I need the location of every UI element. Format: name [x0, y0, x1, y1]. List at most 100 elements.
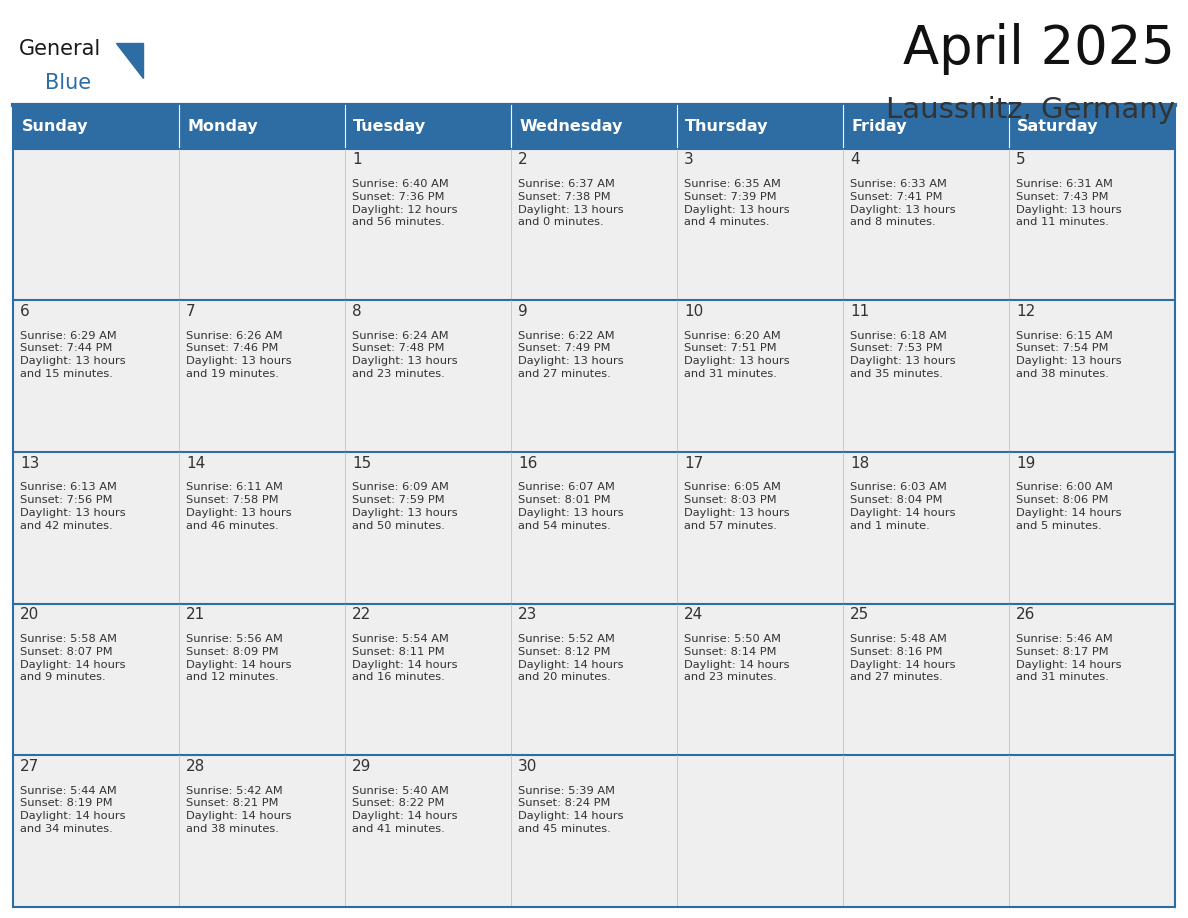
Bar	[511, 452, 677, 604]
Text: Sunday: Sunday	[21, 119, 88, 134]
Bar	[13, 452, 179, 604]
Text: Sunrise: 6:20 AM
Sunset: 7:51 PM
Daylight: 13 hours
and 31 minutes.: Sunrise: 6:20 AM Sunset: 7:51 PM Dayligh…	[684, 330, 790, 379]
Bar	[179, 105, 345, 149]
Bar	[677, 300, 843, 452]
Bar	[179, 149, 345, 300]
Text: Sunrise: 6:03 AM
Sunset: 8:04 PM
Daylight: 14 hours
and 1 minute.: Sunrise: 6:03 AM Sunset: 8:04 PM Dayligh…	[851, 482, 955, 531]
Text: 21: 21	[187, 608, 206, 622]
Bar	[843, 300, 1009, 452]
Text: 7: 7	[187, 304, 196, 319]
Text: 11: 11	[851, 304, 870, 319]
Bar	[179, 604, 345, 756]
Text: Sunrise: 6:40 AM
Sunset: 7:36 PM
Daylight: 12 hours
and 56 minutes.: Sunrise: 6:40 AM Sunset: 7:36 PM Dayligh…	[352, 179, 457, 228]
Bar	[1009, 300, 1175, 452]
Bar	[345, 149, 511, 300]
Text: 13: 13	[20, 455, 39, 471]
Text: Sunrise: 6:07 AM
Sunset: 8:01 PM
Daylight: 13 hours
and 54 minutes.: Sunrise: 6:07 AM Sunset: 8:01 PM Dayligh…	[518, 482, 624, 531]
Bar	[843, 452, 1009, 604]
Text: Tuesday: Tuesday	[353, 119, 426, 134]
Text: 14: 14	[187, 455, 206, 471]
Text: 16: 16	[518, 455, 537, 471]
Text: Blue: Blue	[45, 73, 91, 94]
Bar	[1009, 452, 1175, 604]
Bar	[1009, 105, 1175, 149]
Text: Sunrise: 5:42 AM
Sunset: 8:21 PM
Daylight: 14 hours
and 38 minutes.: Sunrise: 5:42 AM Sunset: 8:21 PM Dayligh…	[187, 786, 292, 834]
Bar	[179, 756, 345, 907]
Text: Sunrise: 5:40 AM
Sunset: 8:22 PM
Daylight: 14 hours
and 41 minutes.: Sunrise: 5:40 AM Sunset: 8:22 PM Dayligh…	[352, 786, 457, 834]
Text: Sunrise: 5:50 AM
Sunset: 8:14 PM
Daylight: 14 hours
and 23 minutes.: Sunrise: 5:50 AM Sunset: 8:14 PM Dayligh…	[684, 634, 790, 682]
Text: 2: 2	[518, 152, 527, 167]
Text: 19: 19	[1016, 455, 1036, 471]
Text: Laussnitz, Germany: Laussnitz, Germany	[886, 96, 1175, 125]
Text: 10: 10	[684, 304, 703, 319]
Text: 4: 4	[851, 152, 860, 167]
Bar	[13, 300, 179, 452]
Bar	[345, 756, 511, 907]
Bar	[179, 452, 345, 604]
Text: Sunrise: 6:37 AM
Sunset: 7:38 PM
Daylight: 13 hours
and 0 minutes.: Sunrise: 6:37 AM Sunset: 7:38 PM Dayligh…	[518, 179, 624, 228]
Text: Sunrise: 6:24 AM
Sunset: 7:48 PM
Daylight: 13 hours
and 23 minutes.: Sunrise: 6:24 AM Sunset: 7:48 PM Dayligh…	[352, 330, 457, 379]
Text: 9: 9	[518, 304, 527, 319]
Text: Sunrise: 6:33 AM
Sunset: 7:41 PM
Daylight: 13 hours
and 8 minutes.: Sunrise: 6:33 AM Sunset: 7:41 PM Dayligh…	[851, 179, 955, 228]
Bar	[511, 604, 677, 756]
Text: Sunrise: 5:39 AM
Sunset: 8:24 PM
Daylight: 14 hours
and 45 minutes.: Sunrise: 5:39 AM Sunset: 8:24 PM Dayligh…	[518, 786, 624, 834]
Bar	[13, 604, 179, 756]
Bar	[345, 300, 511, 452]
Text: Wednesday: Wednesday	[519, 119, 623, 134]
Text: April 2025: April 2025	[903, 23, 1175, 75]
Text: 23: 23	[518, 608, 537, 622]
Text: Sunrise: 6:15 AM
Sunset: 7:54 PM
Daylight: 13 hours
and 38 minutes.: Sunrise: 6:15 AM Sunset: 7:54 PM Dayligh…	[1016, 330, 1121, 379]
Polygon shape	[116, 43, 143, 78]
Text: Sunrise: 5:54 AM
Sunset: 8:11 PM
Daylight: 14 hours
and 16 minutes.: Sunrise: 5:54 AM Sunset: 8:11 PM Dayligh…	[352, 634, 457, 682]
Text: 30: 30	[518, 759, 537, 774]
Text: Sunrise: 6:26 AM
Sunset: 7:46 PM
Daylight: 13 hours
and 19 minutes.: Sunrise: 6:26 AM Sunset: 7:46 PM Dayligh…	[187, 330, 292, 379]
Text: 18: 18	[851, 455, 870, 471]
Bar	[511, 300, 677, 452]
Text: 5: 5	[1016, 152, 1025, 167]
Text: 25: 25	[851, 608, 870, 622]
Text: Friday: Friday	[852, 119, 906, 134]
Text: 28: 28	[187, 759, 206, 774]
Text: Sunrise: 5:56 AM
Sunset: 8:09 PM
Daylight: 14 hours
and 12 minutes.: Sunrise: 5:56 AM Sunset: 8:09 PM Dayligh…	[187, 634, 292, 682]
Text: Sunrise: 6:11 AM
Sunset: 7:58 PM
Daylight: 13 hours
and 46 minutes.: Sunrise: 6:11 AM Sunset: 7:58 PM Dayligh…	[187, 482, 292, 531]
Text: Sunrise: 5:48 AM
Sunset: 8:16 PM
Daylight: 14 hours
and 27 minutes.: Sunrise: 5:48 AM Sunset: 8:16 PM Dayligh…	[851, 634, 955, 682]
Text: Sunrise: 6:09 AM
Sunset: 7:59 PM
Daylight: 13 hours
and 50 minutes.: Sunrise: 6:09 AM Sunset: 7:59 PM Dayligh…	[352, 482, 457, 531]
Bar	[13, 149, 179, 300]
Text: Sunrise: 6:05 AM
Sunset: 8:03 PM
Daylight: 13 hours
and 57 minutes.: Sunrise: 6:05 AM Sunset: 8:03 PM Dayligh…	[684, 482, 790, 531]
Bar	[1009, 756, 1175, 907]
Text: 17: 17	[684, 455, 703, 471]
Text: 22: 22	[352, 608, 372, 622]
Bar	[677, 149, 843, 300]
Text: Sunrise: 6:22 AM
Sunset: 7:49 PM
Daylight: 13 hours
and 27 minutes.: Sunrise: 6:22 AM Sunset: 7:49 PM Dayligh…	[518, 330, 624, 379]
Bar	[1009, 149, 1175, 300]
Bar	[13, 105, 179, 149]
Text: 6: 6	[20, 304, 30, 319]
Text: 29: 29	[352, 759, 372, 774]
Bar	[843, 604, 1009, 756]
Bar	[843, 149, 1009, 300]
Bar	[13, 756, 179, 907]
Bar	[345, 105, 511, 149]
Text: General: General	[19, 39, 101, 59]
Bar	[843, 756, 1009, 907]
Text: Sunrise: 6:29 AM
Sunset: 7:44 PM
Daylight: 13 hours
and 15 minutes.: Sunrise: 6:29 AM Sunset: 7:44 PM Dayligh…	[20, 330, 126, 379]
Text: Monday: Monday	[188, 119, 258, 134]
Text: Saturday: Saturday	[1017, 119, 1099, 134]
Text: Sunrise: 6:35 AM
Sunset: 7:39 PM
Daylight: 13 hours
and 4 minutes.: Sunrise: 6:35 AM Sunset: 7:39 PM Dayligh…	[684, 179, 790, 228]
Text: 3: 3	[684, 152, 694, 167]
Bar	[511, 105, 677, 149]
Text: 24: 24	[684, 608, 703, 622]
Text: Sunrise: 6:31 AM
Sunset: 7:43 PM
Daylight: 13 hours
and 11 minutes.: Sunrise: 6:31 AM Sunset: 7:43 PM Dayligh…	[1016, 179, 1121, 228]
Bar	[179, 300, 345, 452]
Text: Sunrise: 5:52 AM
Sunset: 8:12 PM
Daylight: 14 hours
and 20 minutes.: Sunrise: 5:52 AM Sunset: 8:12 PM Dayligh…	[518, 634, 624, 682]
Text: Sunrise: 5:58 AM
Sunset: 8:07 PM
Daylight: 14 hours
and 9 minutes.: Sunrise: 5:58 AM Sunset: 8:07 PM Dayligh…	[20, 634, 126, 682]
Bar	[511, 756, 677, 907]
Text: 20: 20	[20, 608, 39, 622]
Bar	[345, 604, 511, 756]
Bar	[1009, 604, 1175, 756]
Text: Sunrise: 6:00 AM
Sunset: 8:06 PM
Daylight: 14 hours
and 5 minutes.: Sunrise: 6:00 AM Sunset: 8:06 PM Dayligh…	[1016, 482, 1121, 531]
Bar	[677, 604, 843, 756]
Bar	[345, 452, 511, 604]
Bar	[677, 756, 843, 907]
Text: Sunrise: 5:44 AM
Sunset: 8:19 PM
Daylight: 14 hours
and 34 minutes.: Sunrise: 5:44 AM Sunset: 8:19 PM Dayligh…	[20, 786, 126, 834]
